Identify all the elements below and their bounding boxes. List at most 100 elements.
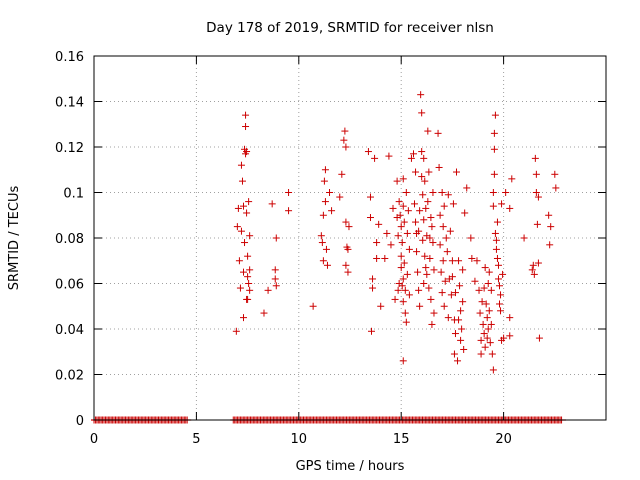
data-point [235, 257, 243, 265]
data-point [336, 193, 344, 201]
data-point [422, 264, 430, 272]
data-point [552, 184, 560, 192]
data-point [400, 218, 408, 226]
data-point [405, 245, 413, 253]
data-point [425, 168, 433, 176]
y-tick-label: 0.06 [55, 278, 84, 293]
x-axis-label: GPS time / hours [296, 459, 405, 474]
data-point [397, 264, 405, 272]
y-tick-label: 0.14 [55, 96, 84, 111]
data-point [418, 148, 426, 156]
data-point [436, 241, 444, 249]
data-point [492, 245, 500, 253]
data-point [243, 148, 251, 156]
y-tick-label: 0.16 [55, 50, 84, 65]
data-point [534, 259, 542, 267]
data-point [399, 175, 407, 183]
data-point [420, 216, 428, 224]
data-point [342, 143, 350, 151]
data-point [468, 254, 476, 262]
data-point [490, 129, 498, 137]
data-point [444, 314, 452, 322]
data-point [418, 109, 426, 117]
data-point [344, 245, 352, 253]
data-point [424, 127, 432, 135]
data-point [400, 259, 408, 267]
data-point [322, 245, 330, 253]
data-point [397, 252, 405, 260]
y-tick-label: 0.12 [55, 141, 84, 156]
data-point [246, 266, 254, 274]
data-point [243, 209, 251, 217]
data-point [437, 268, 445, 276]
data-point [438, 189, 446, 196]
data-point [241, 239, 249, 247]
y-tick-label: 0.02 [55, 369, 84, 384]
data-point [434, 129, 442, 137]
data-point [484, 280, 492, 287]
data-point [243, 295, 251, 303]
data-point [403, 270, 411, 278]
data-point [407, 154, 415, 162]
y-tick-label: 0.08 [55, 232, 84, 247]
data-point [459, 298, 467, 306]
data-point [492, 236, 500, 244]
data-point [285, 189, 293, 196]
data-point [375, 220, 383, 228]
data-point [429, 189, 437, 196]
data-point [481, 343, 489, 351]
data-point [340, 136, 348, 144]
data-point [319, 257, 327, 265]
data-point [477, 350, 485, 358]
data-point [483, 334, 491, 342]
data-point [244, 252, 252, 260]
data-point [520, 234, 528, 242]
data-point [419, 236, 427, 244]
data-point [451, 289, 459, 297]
data-point [481, 264, 489, 272]
data-point [342, 218, 350, 226]
data-point [506, 332, 514, 340]
data-point [416, 302, 424, 310]
data-point [493, 254, 501, 262]
data-point [405, 291, 413, 299]
data-point [399, 202, 407, 210]
y-axis-label: SRMTID / TECUs [7, 186, 22, 291]
x-tick-label: 20 [495, 432, 512, 447]
data-point [508, 175, 516, 183]
data-point [424, 198, 432, 206]
data-point [260, 309, 268, 317]
data-point [439, 223, 447, 231]
data-point [240, 314, 248, 322]
data-point [246, 232, 254, 240]
data-point [271, 275, 279, 283]
data-point [484, 325, 492, 333]
data-point [426, 234, 434, 242]
data-point [532, 170, 540, 178]
x-tick-label: 0 [90, 432, 98, 447]
x-tick-label: 5 [192, 432, 200, 447]
data-point [417, 91, 425, 99]
data-point [423, 270, 431, 278]
x-tick-label: 10 [291, 432, 308, 447]
data-point [401, 286, 409, 294]
data-point [237, 161, 245, 169]
data-point [477, 336, 485, 344]
y-tick-label: 0.04 [55, 323, 84, 338]
data-point [412, 168, 420, 176]
data-point [529, 261, 537, 269]
data-point [383, 229, 391, 237]
data-point [398, 239, 406, 247]
x-tick-label: 15 [393, 432, 410, 447]
data-point [471, 277, 479, 285]
data-point [328, 207, 336, 215]
data-point [473, 257, 481, 265]
data-point [394, 286, 402, 294]
data-point [419, 191, 427, 199]
grid [94, 56, 606, 420]
data-point [323, 261, 331, 269]
data-point [234, 204, 242, 212]
data-point [487, 286, 495, 294]
data-point [534, 193, 542, 201]
data-point [449, 200, 457, 208]
